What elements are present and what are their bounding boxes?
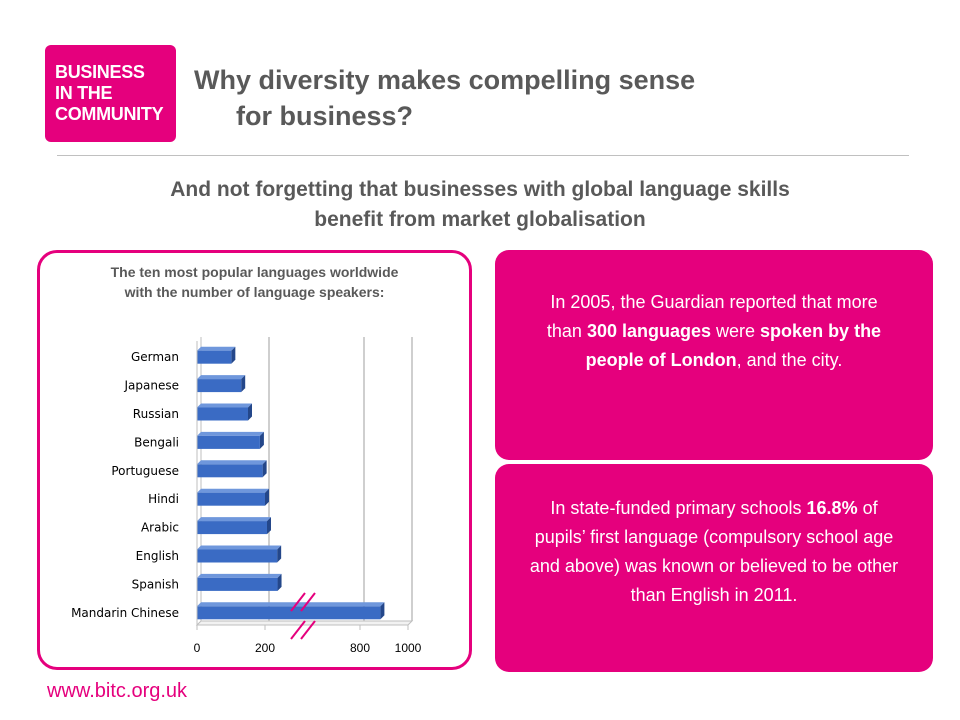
bar-side-face	[277, 573, 282, 591]
london-text-2: were	[711, 321, 761, 341]
category-label: German	[131, 350, 179, 364]
info-box-school-languages: In state-funded primary schools 16.8% of…	[495, 464, 933, 672]
bar-break-mark	[300, 592, 316, 612]
slide-title-line-1: Why diversity makes compelling sense	[194, 65, 696, 95]
chart-panel: The ten most popular languages worldwide…	[37, 250, 472, 670]
london-bold-2: spoken by the people of London	[585, 321, 882, 370]
category-label: Arabic	[141, 521, 179, 535]
category-label: Portuguese	[111, 464, 179, 478]
info-box-london-languages: In 2005, the Guardian reported that more…	[495, 250, 933, 460]
x-tick-label: 0	[194, 641, 201, 655]
bar-top-face	[197, 431, 264, 436]
bar	[197, 521, 267, 535]
x-tick-label: 800	[350, 641, 370, 655]
bar-top-face	[197, 573, 282, 578]
slide-subtitle-line-1: And not forgetting that businesses with …	[170, 178, 790, 201]
bar-side-face	[277, 545, 282, 563]
title-divider	[57, 155, 909, 156]
bar-top-face	[197, 403, 252, 408]
bar-side-face	[248, 403, 252, 421]
bar-side-face	[259, 431, 264, 449]
category-label: Hindi	[148, 492, 179, 506]
bar	[197, 379, 242, 393]
school-text-2: of pupils’ first language (compulsory sc…	[529, 498, 899, 605]
category-label: Bengali	[134, 435, 179, 449]
bar	[197, 549, 278, 563]
bar-side-face	[266, 517, 271, 535]
bar	[197, 407, 248, 421]
slide-title: Why diversity makes compelling sense for…	[194, 62, 834, 134]
london-bold-1: 300 languages	[586, 321, 712, 341]
bar	[197, 492, 265, 506]
bar-top-face	[197, 460, 267, 465]
chart-title-line-2: with the number of language speakers:	[124, 284, 385, 300]
logo-line-1: BUSINESS	[55, 62, 145, 82]
bar-side-face	[241, 375, 246, 393]
london-text-1: In 2005, the Guardian reported that more…	[546, 292, 878, 341]
category-label: Spanish	[132, 577, 179, 591]
bar	[197, 435, 260, 449]
school-text-1: In state-funded primary schools	[550, 498, 807, 518]
x-tick-label: 200	[255, 641, 275, 655]
school-bold-1: 16.8%	[806, 498, 858, 518]
logo-line-3: COMMUNITY	[55, 104, 164, 124]
logo-line-2: IN THE	[55, 83, 113, 103]
chart-title: The ten most popular languages worldwide…	[40, 262, 469, 302]
bar-side-face	[262, 460, 267, 478]
footer-url-link[interactable]: www.bitc.org.uk	[47, 680, 188, 702]
bar-top-face	[197, 375, 246, 380]
category-label: English	[136, 549, 179, 563]
slide-title-line-2: for business?	[236, 101, 414, 131]
bar-side-face	[265, 488, 269, 506]
bitc-logo: BUSINESS IN THE COMMUNITY	[45, 45, 176, 142]
bar-top-face	[197, 517, 271, 522]
category-label: Russian	[133, 407, 179, 421]
slide-subtitle: And not forgetting that businesses with …	[40, 175, 920, 235]
bar-top-face	[197, 346, 236, 351]
chart-title-line-1: The ten most popular languages worldwide	[110, 264, 399, 280]
bar-chart: 0 200 800 1000 German Japanese Russian Bengali P…	[71, 337, 422, 655]
bar-top-face	[197, 602, 385, 607]
category-label: Japanese	[124, 379, 180, 393]
bar-side-face	[380, 602, 385, 620]
bar	[197, 350, 232, 364]
bar-break-mark	[290, 592, 306, 612]
bar-top-face	[197, 488, 269, 493]
slide-subtitle-line-2: benefit from market globalisation	[314, 208, 646, 231]
bar-top-face	[197, 545, 282, 550]
x-tick-label: 1000	[395, 641, 422, 655]
bar	[197, 577, 278, 591]
london-text-3: , and the city.	[736, 350, 843, 370]
category-label: Mandarin Chinese	[71, 606, 179, 620]
bar-side-face	[231, 346, 236, 364]
bar	[197, 606, 381, 620]
axis-break-mark	[290, 620, 306, 640]
bar	[197, 464, 263, 478]
axis-break-mark	[300, 620, 316, 640]
